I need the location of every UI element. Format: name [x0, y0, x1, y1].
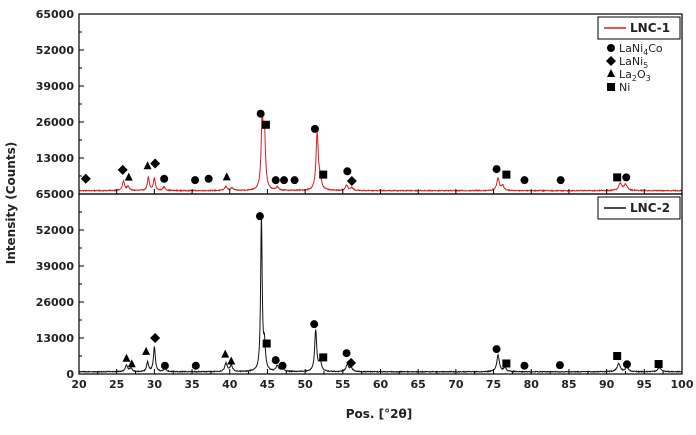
- panel-frame-1: [78, 13, 683, 195]
- y-tick-label: 52000: [36, 44, 75, 57]
- series-line-lnc-1: [78, 110, 683, 193]
- phase-marker-square: [613, 352, 622, 360]
- phase-marker-circle: [191, 361, 200, 370]
- x-axis-title: Pos. [°2θ]: [346, 407, 412, 421]
- phase-marker-circle: [191, 176, 200, 185]
- x-tick-label: 90: [599, 378, 615, 391]
- phase-marker-circle: [492, 345, 501, 354]
- phase-marker-diamond: [80, 173, 91, 184]
- panel-frame-2: [78, 193, 683, 375]
- phase-marker-circle: [255, 212, 264, 221]
- x-tick-label: 65: [411, 378, 426, 391]
- phase-legend-marker-square: [607, 83, 615, 91]
- phase-marker-circle: [160, 361, 169, 370]
- phase-marker-circle: [290, 176, 299, 185]
- x-tick-label: 45: [260, 378, 275, 391]
- phase-marker-square: [319, 353, 328, 362]
- y-tick-label: 39000: [36, 260, 75, 273]
- x-tick-label: 40: [222, 378, 238, 391]
- y-tick-label: 26000: [36, 116, 75, 129]
- y-tick-label: 13000: [36, 152, 75, 165]
- phase-marker-diamond: [346, 175, 357, 186]
- phase-marker-triangle: [143, 161, 152, 170]
- phase-marker-diamond: [150, 333, 161, 343]
- phase-marker-circle: [622, 360, 631, 369]
- y-tick-label: 13000: [36, 332, 75, 345]
- phase-marker-circle: [520, 361, 529, 370]
- phase-marker-square: [613, 173, 622, 182]
- phase-marker-circle: [160, 174, 169, 183]
- phase-marker-square: [319, 170, 328, 179]
- phase-marker-triangle: [124, 172, 133, 181]
- phase-marker-diamond: [150, 158, 161, 169]
- y-tick-label: 26000: [36, 296, 75, 309]
- phase-marker-square: [502, 170, 511, 179]
- phase-marker-triangle: [127, 359, 136, 368]
- y-axis-title: Intensity (Counts): [4, 142, 18, 264]
- x-tick-label: 25: [109, 378, 124, 391]
- phase-marker-circle: [271, 176, 280, 185]
- phase-legend-marker-triangle: [607, 69, 615, 77]
- phase-marker-circle: [310, 320, 319, 329]
- phase-marker-circle: [310, 124, 319, 133]
- phase-marker-square: [654, 360, 663, 369]
- phase-marker-circle: [256, 109, 265, 118]
- x-tick-label: 70: [448, 378, 464, 391]
- phase-legend-label: LaNi4Co: [619, 42, 663, 57]
- phase-marker-diamond: [117, 164, 128, 175]
- phase-marker-triangle: [227, 356, 236, 365]
- phase-marker-triangle: [221, 349, 230, 358]
- y-tick-label: 39000: [36, 80, 75, 93]
- x-tick-label: 95: [637, 378, 652, 391]
- phase-legend-marker-circle: [607, 44, 615, 52]
- y-tick-label: 65000: [36, 8, 75, 21]
- phase-legend-label: La2O3: [619, 68, 651, 83]
- x-tick-label: 50: [297, 378, 313, 391]
- phase-marker-circle: [342, 349, 351, 358]
- phase-marker-circle: [280, 176, 289, 185]
- phase-marker-circle: [556, 176, 565, 185]
- phase-marker-circle: [622, 173, 631, 182]
- x-tick-label: 30: [147, 378, 163, 391]
- phase-marker-diamond: [346, 357, 357, 368]
- phase-marker-circle: [204, 174, 213, 183]
- phase-marker-circle: [555, 361, 564, 370]
- x-tick-label: 75: [486, 378, 501, 391]
- phase-marker-triangle: [142, 346, 151, 355]
- phase-marker-square: [261, 120, 270, 129]
- phase-marker-circle: [343, 167, 352, 176]
- legend-box-1: [597, 16, 681, 40]
- phase-legend-label: Ni: [619, 81, 630, 94]
- y-tick-label: 65000: [36, 188, 75, 201]
- phase-marker-circle: [278, 361, 287, 370]
- x-tick-label: 80: [524, 378, 540, 391]
- phase-marker-triangle: [222, 172, 231, 181]
- x-tick-label: 60: [373, 378, 389, 391]
- legend-label: LNC-1: [630, 21, 670, 35]
- x-tick-label: 85: [561, 378, 576, 391]
- phase-marker-triangle: [122, 353, 131, 362]
- phase-legend-marker-diamond: [606, 56, 616, 66]
- legend-box-2: [597, 196, 681, 220]
- series-line-lnc-2: [78, 213, 683, 374]
- legend-label: LNC-2: [630, 201, 670, 215]
- phase-marker-circle: [271, 356, 280, 365]
- phase-legend-label: LaNi5: [619, 55, 648, 70]
- phase-marker-circle: [520, 176, 529, 185]
- x-tick-label: 100: [671, 378, 694, 391]
- x-tick-label: 55: [335, 378, 350, 391]
- y-tick-label: 52000: [36, 224, 75, 237]
- y-tick-label: 0: [66, 368, 74, 381]
- x-tick-label: 20: [71, 378, 87, 391]
- x-tick-label: 35: [184, 378, 199, 391]
- phase-marker-circle: [492, 165, 501, 174]
- phase-marker-square: [502, 359, 511, 368]
- phase-marker-square: [262, 339, 271, 348]
